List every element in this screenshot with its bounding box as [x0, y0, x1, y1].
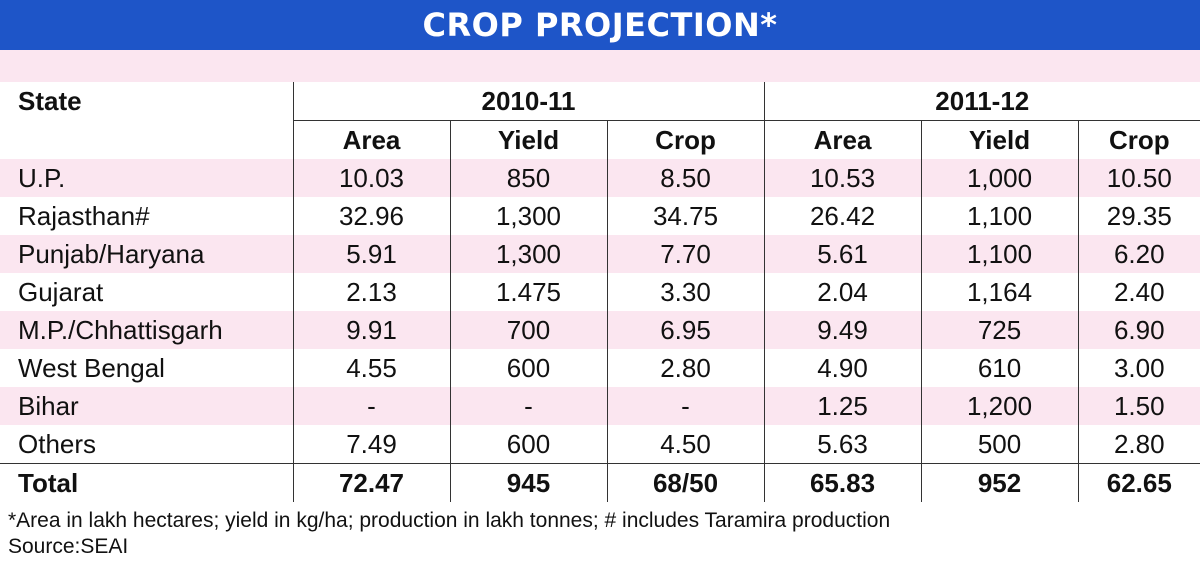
table-row: West Bengal 4.55 600 2.80 4.90 610 3.00	[0, 349, 1200, 387]
notes: *Area in lakh hectares; yield in kg/ha; …	[0, 502, 1200, 560]
cell-value: 1,100	[920, 197, 1079, 235]
cell-value: -	[606, 387, 765, 425]
cell-value: 7.70	[606, 235, 765, 273]
cell-value: 850	[449, 159, 607, 197]
table-title: CROP PROJECTION*	[0, 0, 1200, 50]
source-line: Source:SEAI	[8, 535, 129, 558]
cell-value: 4.55	[292, 349, 450, 387]
cell-value: 1,000	[920, 159, 1079, 197]
cell-value: 1,300	[449, 235, 607, 273]
cell-value: 2.80	[1077, 425, 1200, 464]
year-header-2010-11: 2010-11	[292, 82, 765, 121]
row-state: M.P./Chhattisgarh	[0, 311, 293, 349]
cell-value: 2.04	[763, 273, 922, 311]
cell-value: 8.50	[606, 159, 765, 197]
state-header: State	[0, 82, 293, 121]
cell-value: 29.35	[1077, 197, 1200, 235]
total-label: Total	[0, 463, 293, 502]
title-divider-strip	[0, 50, 1200, 82]
cell-value: 4.90	[763, 349, 922, 387]
cell-value: 26.42	[763, 197, 922, 235]
cell-value: 6.90	[1077, 311, 1200, 349]
total-value: 62.65	[1077, 463, 1200, 502]
cell-value: 1.475	[449, 273, 607, 311]
cell-value: 1,100	[920, 235, 1079, 273]
row-state: Gujarat	[0, 273, 293, 311]
cell-value: 3.30	[606, 273, 765, 311]
cell-value: 600	[449, 349, 607, 387]
cell-value: 1,300	[449, 197, 607, 235]
cell-value: 3.00	[1077, 349, 1200, 387]
row-state: Others	[0, 425, 293, 464]
footnote: *Area in lakh hectares; yield in kg/ha; …	[8, 509, 891, 532]
cell-value: 4.50	[606, 425, 765, 464]
row-state: U.P.	[0, 159, 293, 197]
cell-value: 10.53	[763, 159, 922, 197]
cell-value: 10.03	[292, 159, 450, 197]
table-row: Punjab/Haryana 5.91 1,300 7.70 5.61 1,10…	[0, 235, 1200, 273]
cell-value: 700	[449, 311, 607, 349]
cell-value: 32.96	[292, 197, 450, 235]
total-value: 65.83	[763, 463, 922, 502]
cell-value: 6.95	[606, 311, 765, 349]
col-header-area-2010-11: Area	[292, 120, 450, 159]
table-row: Gujarat 2.13 1.475 3.30 2.04 1,164 2.40	[0, 273, 1200, 311]
cell-value: 2.13	[292, 273, 450, 311]
state-header-spacer	[0, 120, 293, 159]
cell-value: 7.49	[292, 425, 450, 464]
year-header-2011-12: 2011-12	[763, 82, 1200, 121]
crop-projection-table: State 2010-11 2011-12 Area Yield Crop Ar…	[0, 82, 1200, 502]
cell-value: -	[449, 387, 607, 425]
total-value: 72.47	[292, 463, 450, 502]
cell-value: 9.49	[763, 311, 922, 349]
cell-value: 2.40	[1077, 273, 1200, 311]
cell-value: 5.61	[763, 235, 922, 273]
cell-value: 10.50	[1077, 159, 1200, 197]
row-state: Bihar	[0, 387, 293, 425]
cell-value: 5.91	[292, 235, 450, 273]
cell-value: 6.20	[1077, 235, 1200, 273]
table-row: Others 7.49 600 4.50 5.63 500 2.80	[0, 425, 1200, 464]
table-row: U.P. 10.03 850 8.50 10.53 1,000 10.50	[0, 159, 1200, 197]
header-row-metrics: Area Yield Crop Area Yield Crop	[0, 120, 1200, 159]
cell-value: 1.50	[1077, 387, 1200, 425]
row-state: Rajasthan#	[0, 197, 293, 235]
total-row: Total 72.47 945 68/50 65.83 952 62.65	[0, 463, 1200, 502]
total-value: 68/50	[606, 463, 765, 502]
header-row-years: State 2010-11 2011-12	[0, 82, 1200, 121]
cell-value: 5.63	[763, 425, 922, 464]
col-header-yield-2011-12: Yield	[920, 120, 1079, 159]
cell-value: 725	[920, 311, 1079, 349]
cell-value: 500	[920, 425, 1079, 464]
col-header-crop-2011-12: Crop	[1077, 120, 1200, 159]
col-header-yield-2010-11: Yield	[449, 120, 607, 159]
row-state: Punjab/Haryana	[0, 235, 293, 273]
cell-value: 1,200	[920, 387, 1079, 425]
row-state: West Bengal	[0, 349, 293, 387]
cell-value: 1.25	[763, 387, 922, 425]
table-row: Bihar - - - 1.25 1,200 1.50	[0, 387, 1200, 425]
cell-value: 610	[920, 349, 1079, 387]
cell-value: 34.75	[606, 197, 765, 235]
table-row: Rajasthan# 32.96 1,300 34.75 26.42 1,100…	[0, 197, 1200, 235]
total-value: 952	[920, 463, 1079, 502]
cell-value: 2.80	[606, 349, 765, 387]
cell-value: 600	[449, 425, 607, 464]
col-header-crop-2010-11: Crop	[606, 120, 765, 159]
cell-value: -	[292, 387, 450, 425]
cell-value: 9.91	[292, 311, 450, 349]
col-header-area-2011-12: Area	[763, 120, 922, 159]
total-value: 945	[449, 463, 607, 502]
table-row: M.P./Chhattisgarh 9.91 700 6.95 9.49 725…	[0, 311, 1200, 349]
cell-value: 1,164	[920, 273, 1079, 311]
